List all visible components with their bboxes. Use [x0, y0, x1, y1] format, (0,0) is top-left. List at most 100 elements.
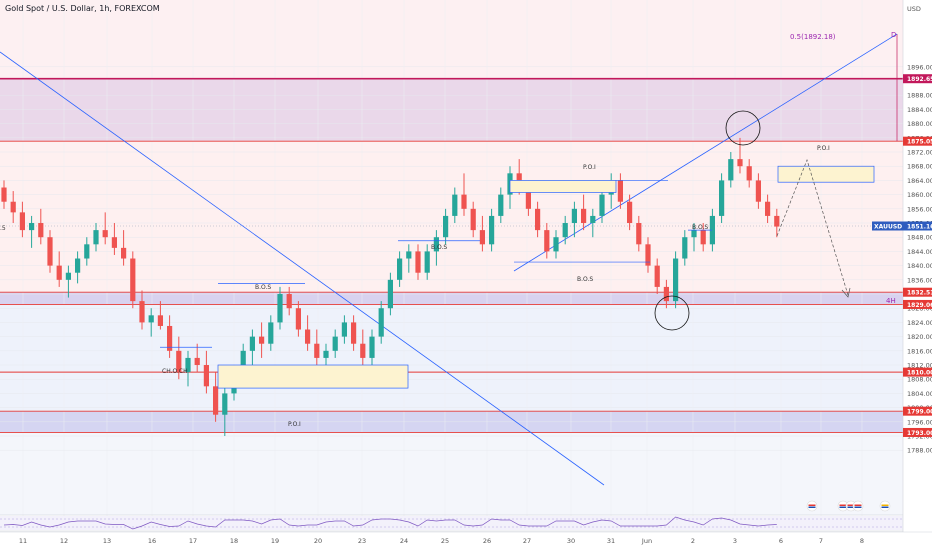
candle-body-50 [461, 194, 467, 209]
annotations-layer: 0.5(1892.18) D 4H B.O.S B.O.S B.O.S B.O.S CH.O.… [0, 31, 896, 428]
annotation-7: CH.O.CH [162, 368, 188, 375]
x-tick-12: 27 [523, 537, 531, 545]
candle-body-17 [157, 315, 163, 326]
y-tick-25: 1888.00 [907, 92, 932, 100]
price-tag-bg-7 [903, 427, 932, 437]
candle-body-2 [19, 212, 25, 231]
candle-body-4 [38, 223, 44, 238]
projection-path [776, 158, 849, 296]
annotation-8: P.O.I [288, 421, 301, 428]
candle-body-80 [737, 159, 743, 167]
candle-body-49 [452, 194, 458, 216]
candle-body-5 [47, 237, 53, 266]
x-tick-14: 31 [607, 537, 615, 545]
candle-body-19 [176, 350, 182, 373]
candle-body-81 [746, 166, 752, 181]
x-tick-0: 11 [19, 537, 27, 545]
annotation-1: D [891, 31, 896, 39]
x-tick-7: 20 [314, 537, 322, 545]
x-tick-11: 26 [483, 537, 491, 545]
candle-body-78 [719, 180, 725, 216]
candle-body-60 [553, 237, 559, 252]
candle-body-82 [755, 180, 761, 202]
candle-body-22 [203, 365, 209, 387]
event-flag-stripe-0 [808, 504, 816, 506]
price-tag-3: 1832.51 [907, 290, 932, 297]
candle-body-70 [645, 244, 651, 266]
x-tick-9: 24 [400, 537, 408, 545]
x-tick-4: 17 [189, 537, 197, 545]
candle-body-18 [167, 325, 173, 351]
annotation-2: 4H [886, 297, 896, 305]
circle-top [725, 110, 761, 146]
event-flag-stripe-4 [881, 504, 889, 506]
y-tick-19: 1864.00 [907, 177, 932, 185]
candle-body-30 [277, 294, 283, 323]
annotation-6: B.O.S [692, 224, 708, 231]
event-flag-stripe-b-4 [881, 506, 889, 508]
candle-body-42 [387, 279, 393, 309]
price-axis-bg [903, 0, 932, 550]
price-tag-2: 1851.16 [907, 223, 932, 230]
candle-body-32 [295, 308, 301, 330]
candle-body-52 [479, 230, 485, 245]
x-tick-17: 3 [733, 537, 737, 545]
x-tick-16: 2 [691, 537, 695, 545]
candle-body-58 [535, 208, 541, 231]
candle-body-77 [709, 215, 715, 245]
annotation-3: B.O.S [255, 284, 271, 291]
x-tick-5: 18 [230, 537, 238, 545]
candle-body-15 [139, 301, 145, 323]
chart-title: Gold Spot / U.S. Dollar, 1h, FOREXCOM [5, 4, 160, 13]
candle-body-79 [728, 159, 734, 181]
event-flag-stripe-b-2 [847, 506, 855, 508]
candle-body-10 [93, 230, 99, 245]
candle-body-39 [360, 343, 366, 358]
grid-layer [0, 0, 903, 530]
candle-body-44 [406, 251, 412, 259]
price-tag-bg-5 [903, 367, 932, 377]
candle-body-37 [341, 322, 347, 337]
candle-body-61 [562, 223, 568, 238]
candle-body-7 [65, 272, 71, 280]
candle-body-9 [84, 244, 90, 259]
candle-body-41 [378, 308, 384, 337]
poi-box-1 [217, 364, 409, 389]
candle-body-23 [213, 386, 219, 415]
osc-band [0, 516, 903, 530]
candle-body-45 [415, 251, 421, 273]
candle-body-68 [627, 201, 633, 224]
candle-body-33 [305, 329, 311, 344]
circle-bottom [654, 295, 690, 331]
y-tick-5: 1808.00 [907, 376, 932, 384]
supply-zone [0, 78, 903, 142]
osc-line [3, 516, 777, 530]
y-tick-13: 1840.00 [907, 262, 932, 270]
x-tick-2: 13 [103, 537, 111, 545]
y-tick-20: 1868.00 [907, 163, 932, 171]
x-tick-6: 19 [271, 537, 279, 545]
left-edge-label: .5 [0, 225, 6, 232]
y-tick-17: 1856.00 [907, 205, 932, 213]
y-tick-12: 1836.00 [907, 276, 932, 284]
candle-body-26 [240, 350, 246, 373]
event-flag-stripe-b-0 [808, 506, 816, 508]
zones-layer [0, 0, 903, 515]
candle-body-11 [102, 230, 108, 238]
candle-body-6 [56, 265, 62, 280]
y-tick-21: 1872.00 [907, 149, 932, 157]
candle-body-65 [599, 194, 605, 216]
y-tick-15: 1848.00 [907, 234, 932, 242]
candle-body-40 [369, 336, 375, 358]
poi-box-3 [777, 165, 875, 183]
annotation-5: B.O.S [577, 276, 593, 283]
candle-body-38 [351, 322, 357, 344]
y-tick-2: 1796.00 [907, 418, 932, 426]
y-tick-7: 1816.00 [907, 347, 932, 355]
candle-body-57 [525, 187, 531, 209]
candle-body-13 [121, 247, 127, 259]
candle-body-14 [130, 258, 136, 302]
candle-body-71 [654, 265, 660, 287]
y-tick-24: 1884.00 [907, 106, 932, 114]
